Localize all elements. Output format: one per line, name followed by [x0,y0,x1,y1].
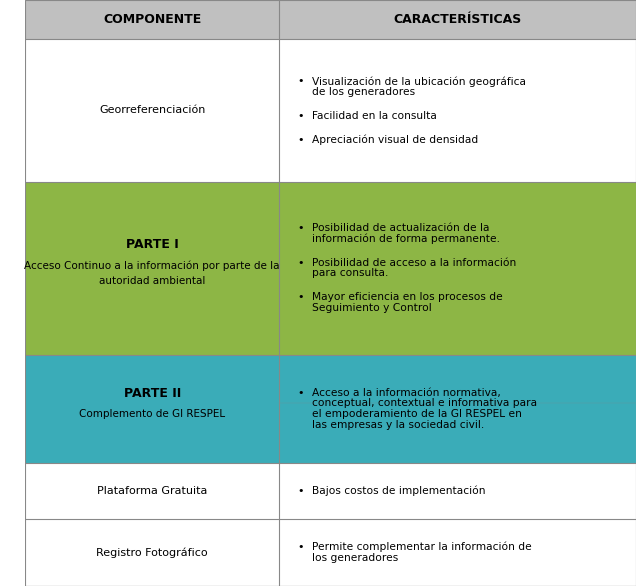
Text: Posibilidad de acceso a la información: Posibilidad de acceso a la información [312,258,516,268]
Text: los generadores: los generadores [312,553,399,563]
Text: Mayor eficiencia en los procesos de: Mayor eficiencia en los procesos de [312,292,503,302]
FancyBboxPatch shape [279,519,636,586]
Text: las empresas y la sociedad civil.: las empresas y la sociedad civil. [312,420,485,430]
Text: •: • [297,135,303,145]
Text: Visualización de la ubicación geográfica: Visualización de la ubicación geográfica [312,76,527,87]
FancyBboxPatch shape [25,0,279,39]
Text: Posibilidad de actualización de la: Posibilidad de actualización de la [312,223,490,233]
FancyBboxPatch shape [25,519,279,586]
Text: •: • [297,388,303,398]
Text: Plataforma Gratuita: Plataforma Gratuita [97,486,207,496]
Text: Acceso Continuo a la información por parte de la: Acceso Continuo a la información por par… [24,261,280,271]
Text: para consulta.: para consulta. [312,268,389,278]
FancyBboxPatch shape [279,39,636,182]
Text: •: • [297,542,303,552]
Text: conceptual, contextual e informativa para: conceptual, contextual e informativa par… [312,398,537,408]
FancyBboxPatch shape [279,182,636,355]
Text: Registro Fotográfico: Registro Fotográfico [96,547,208,557]
Text: PARTE II: PARTE II [123,387,181,400]
Text: CARACTERÍSTICAS: CARACTERÍSTICAS [393,13,522,26]
Text: Georreferenciación: Georreferenciación [99,105,205,115]
Text: Complemento de GI RESPEL: Complemento de GI RESPEL [79,409,225,420]
Text: de los generadores: de los generadores [312,87,415,97]
FancyBboxPatch shape [25,355,279,463]
Text: información de forma permanente.: información de forma permanente. [312,234,501,244]
Text: •: • [297,292,303,302]
Text: Permite complementar la información de: Permite complementar la información de [312,542,532,552]
Text: PARTE I: PARTE I [126,239,179,251]
FancyBboxPatch shape [279,0,636,39]
Text: •: • [297,223,303,233]
Text: •: • [297,111,303,121]
Text: Facilidad en la consulta: Facilidad en la consulta [312,111,438,121]
FancyBboxPatch shape [279,463,636,519]
Text: el empoderamiento de la GI RESPEL en: el empoderamiento de la GI RESPEL en [312,409,522,419]
Text: autoridad ambiental: autoridad ambiental [99,277,205,287]
FancyBboxPatch shape [25,39,279,182]
FancyBboxPatch shape [25,463,279,519]
Text: COMPONENTE: COMPONENTE [103,13,201,26]
Text: Acceso a la información normativa,: Acceso a la información normativa, [312,388,501,398]
Text: •: • [297,486,303,496]
Text: Seguimiento y Control: Seguimiento y Control [312,303,432,313]
Text: Apreciación visual de densidad: Apreciación visual de densidad [312,134,479,145]
Text: •: • [297,76,303,86]
FancyBboxPatch shape [279,355,636,463]
Text: Bajos costos de implementación: Bajos costos de implementación [312,486,486,496]
FancyBboxPatch shape [25,182,279,355]
Text: •: • [297,258,303,268]
